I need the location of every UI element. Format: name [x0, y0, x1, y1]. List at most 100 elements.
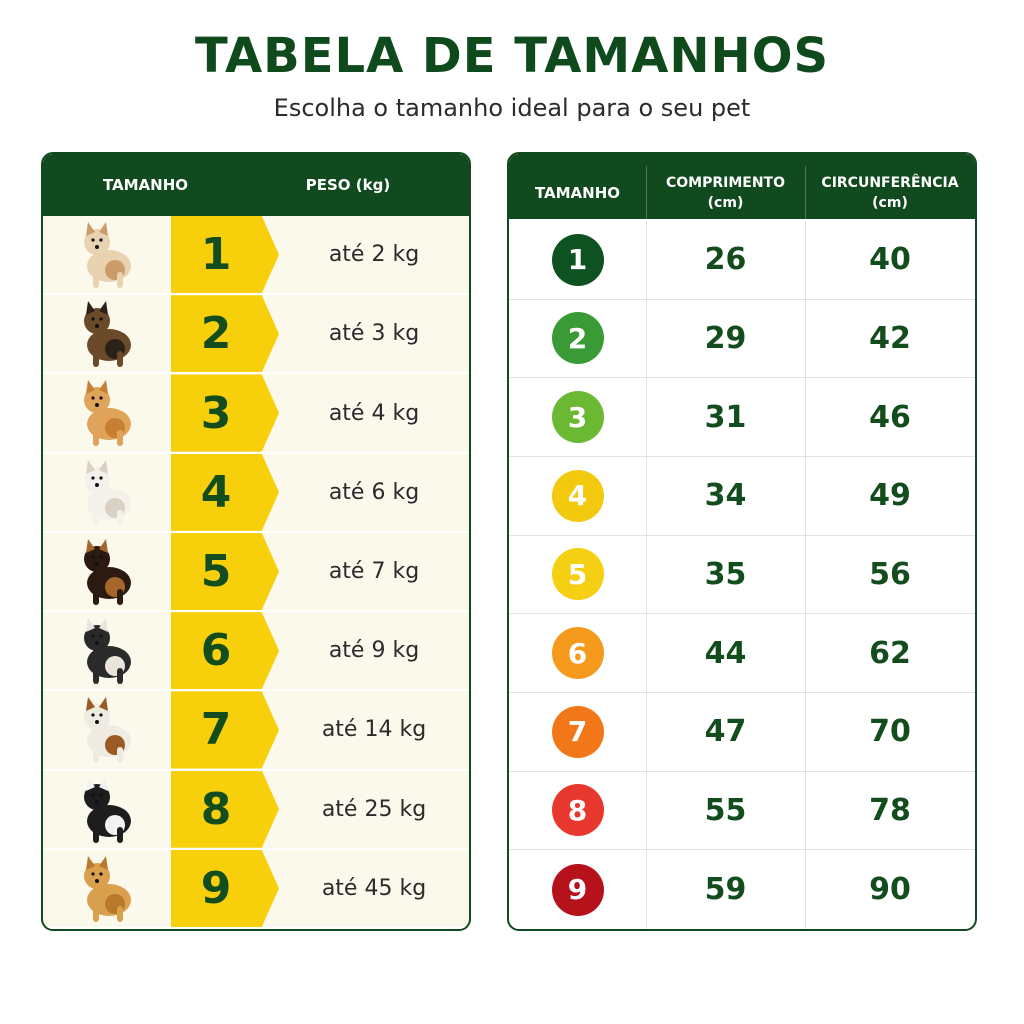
size-cell: 9 — [509, 850, 646, 929]
length-value: 47 — [704, 714, 747, 750]
column-divider — [805, 221, 806, 929]
table-row: 4 até 6 kg — [43, 453, 469, 533]
column-header: PESO (kg) — [305, 176, 391, 194]
table-row: 2 29 42 — [509, 300, 975, 379]
weight-label: até 45 kg — [321, 875, 427, 901]
length-value: 34 — [704, 478, 747, 514]
circumference-value: 49 — [869, 478, 911, 514]
weight-label: até 6 kg — [328, 479, 420, 505]
table-row: 6 até 9 kg — [43, 612, 469, 692]
size-badge: 5 — [171, 532, 279, 611]
size-badge: 3 — [171, 374, 279, 452]
size-badge: 2 — [171, 295, 279, 373]
size-circle: 8 — [551, 784, 604, 837]
dog-icon — [84, 301, 131, 368]
size-badge: 1 — [171, 216, 279, 294]
size-cell: 2 — [509, 300, 646, 378]
dog-icon — [84, 459, 131, 526]
table-header: TAMANHO COMPRIMENTO (cm) CIRCUNFERÊNCIA (cm) — [509, 154, 975, 219]
length-value: 44 — [704, 635, 747, 671]
dog-icon — [84, 776, 131, 843]
dog-icon — [84, 380, 131, 447]
table-row: 1 26 40 — [509, 221, 975, 300]
weight-table: TAMANHO PESO (kg) 1 até 2 kg 2 até 3 kg 3 até… — [41, 152, 471, 931]
size-circle: 6 — [551, 627, 604, 680]
column-divider — [646, 221, 647, 929]
weight-label: até 7 kg — [328, 558, 420, 584]
weight-label: até 3 kg — [328, 321, 420, 347]
weight-label: até 4 kg — [328, 400, 420, 426]
table-row: 2 até 3 kg — [43, 295, 469, 375]
table-row: 9 até 45 kg — [43, 849, 469, 929]
table-row: 8 55 78 — [509, 772, 975, 851]
circumference-value: 46 — [869, 399, 911, 435]
subtitle: Escolha o tamanho ideal para o seu pet — [273, 94, 751, 122]
table-row: 9 59 90 — [509, 850, 975, 929]
size-badge: 8 — [171, 770, 279, 848]
header-divider — [646, 166, 647, 219]
length-value: 31 — [704, 399, 747, 435]
table-header: TAMANHO PESO (kg) — [43, 154, 469, 216]
circumference-value: 42 — [869, 320, 911, 356]
circumference-value: 78 — [869, 792, 911, 828]
size-badge: 6 — [171, 612, 279, 690]
size-cell: 7 — [509, 693, 646, 771]
table-row: 8 até 25 kg — [43, 770, 469, 850]
column-header: TAMANHO — [102, 176, 189, 194]
column-header: TAMANHO — [509, 154, 646, 219]
weight-label: até 9 kg — [328, 638, 420, 664]
weight-label: até 2 kg — [328, 242, 420, 268]
header-line: CIRCUNFERÊNCIA — [821, 174, 959, 191]
weight-label: até 14 kg — [321, 717, 427, 743]
length-value: 29 — [704, 320, 747, 356]
dog-icon — [84, 538, 131, 605]
size-cell: 5 — [509, 536, 646, 614]
table-row: 5 até 7 kg — [43, 532, 469, 613]
table-row: 3 até 4 kg — [43, 374, 469, 454]
dog-icon — [84, 697, 131, 764]
size-circle: 5 — [551, 548, 604, 601]
size-circle: 9 — [551, 863, 604, 916]
header-line: COMPRIMENTO — [665, 174, 786, 191]
weight-label: até 25 kg — [321, 796, 427, 822]
table-row: 5 35 56 — [509, 536, 975, 615]
circumference-value: 40 — [869, 242, 911, 278]
circumference-value: 70 — [869, 714, 911, 750]
size-cell: 4 — [509, 457, 646, 535]
table-row: 3 31 46 — [509, 378, 975, 457]
dog-icon — [84, 222, 131, 288]
header-divider — [805, 166, 806, 219]
dog-icon — [84, 618, 131, 685]
size-cell: 8 — [509, 772, 646, 850]
header-line: (cm) — [707, 194, 744, 211]
length-value: 26 — [704, 242, 747, 278]
header-line: TAMANHO — [534, 183, 621, 202]
circumference-value: 62 — [869, 635, 911, 671]
dog-icon — [84, 855, 131, 922]
measures-table: TAMANHO COMPRIMENTO (cm) CIRCUNFERÊNCIA (cm)… — [507, 152, 977, 931]
column-header: COMPRIMENTO (cm) — [646, 154, 805, 219]
size-circle: 1 — [551, 233, 604, 286]
header-line: (cm) — [872, 194, 908, 211]
size-cell: 1 — [509, 221, 646, 299]
size-circle: 2 — [551, 312, 604, 365]
size-cell: 6 — [509, 614, 646, 692]
table-row: 1 até 2 kg — [43, 216, 469, 296]
size-badge: 4 — [171, 453, 279, 531]
size-circle: 7 — [551, 705, 604, 758]
length-value: 59 — [704, 872, 747, 908]
size-cell: 3 — [509, 378, 646, 456]
size-badge: 7 — [171, 691, 279, 769]
size-circle: 4 — [551, 469, 604, 522]
table-row: 4 34 49 — [509, 457, 975, 536]
title: TABELA DE TAMANHOS — [194, 28, 830, 84]
column-header: CIRCUNFERÊNCIA (cm) — [805, 154, 975, 219]
table-row: 7 47 70 — [509, 693, 975, 772]
circumference-value: 90 — [869, 872, 911, 908]
length-value: 55 — [704, 792, 747, 828]
table-row: 7 até 14 kg — [43, 691, 469, 771]
length-value: 35 — [704, 556, 747, 592]
circumference-value: 56 — [869, 556, 911, 592]
size-badge: 9 — [171, 849, 279, 927]
